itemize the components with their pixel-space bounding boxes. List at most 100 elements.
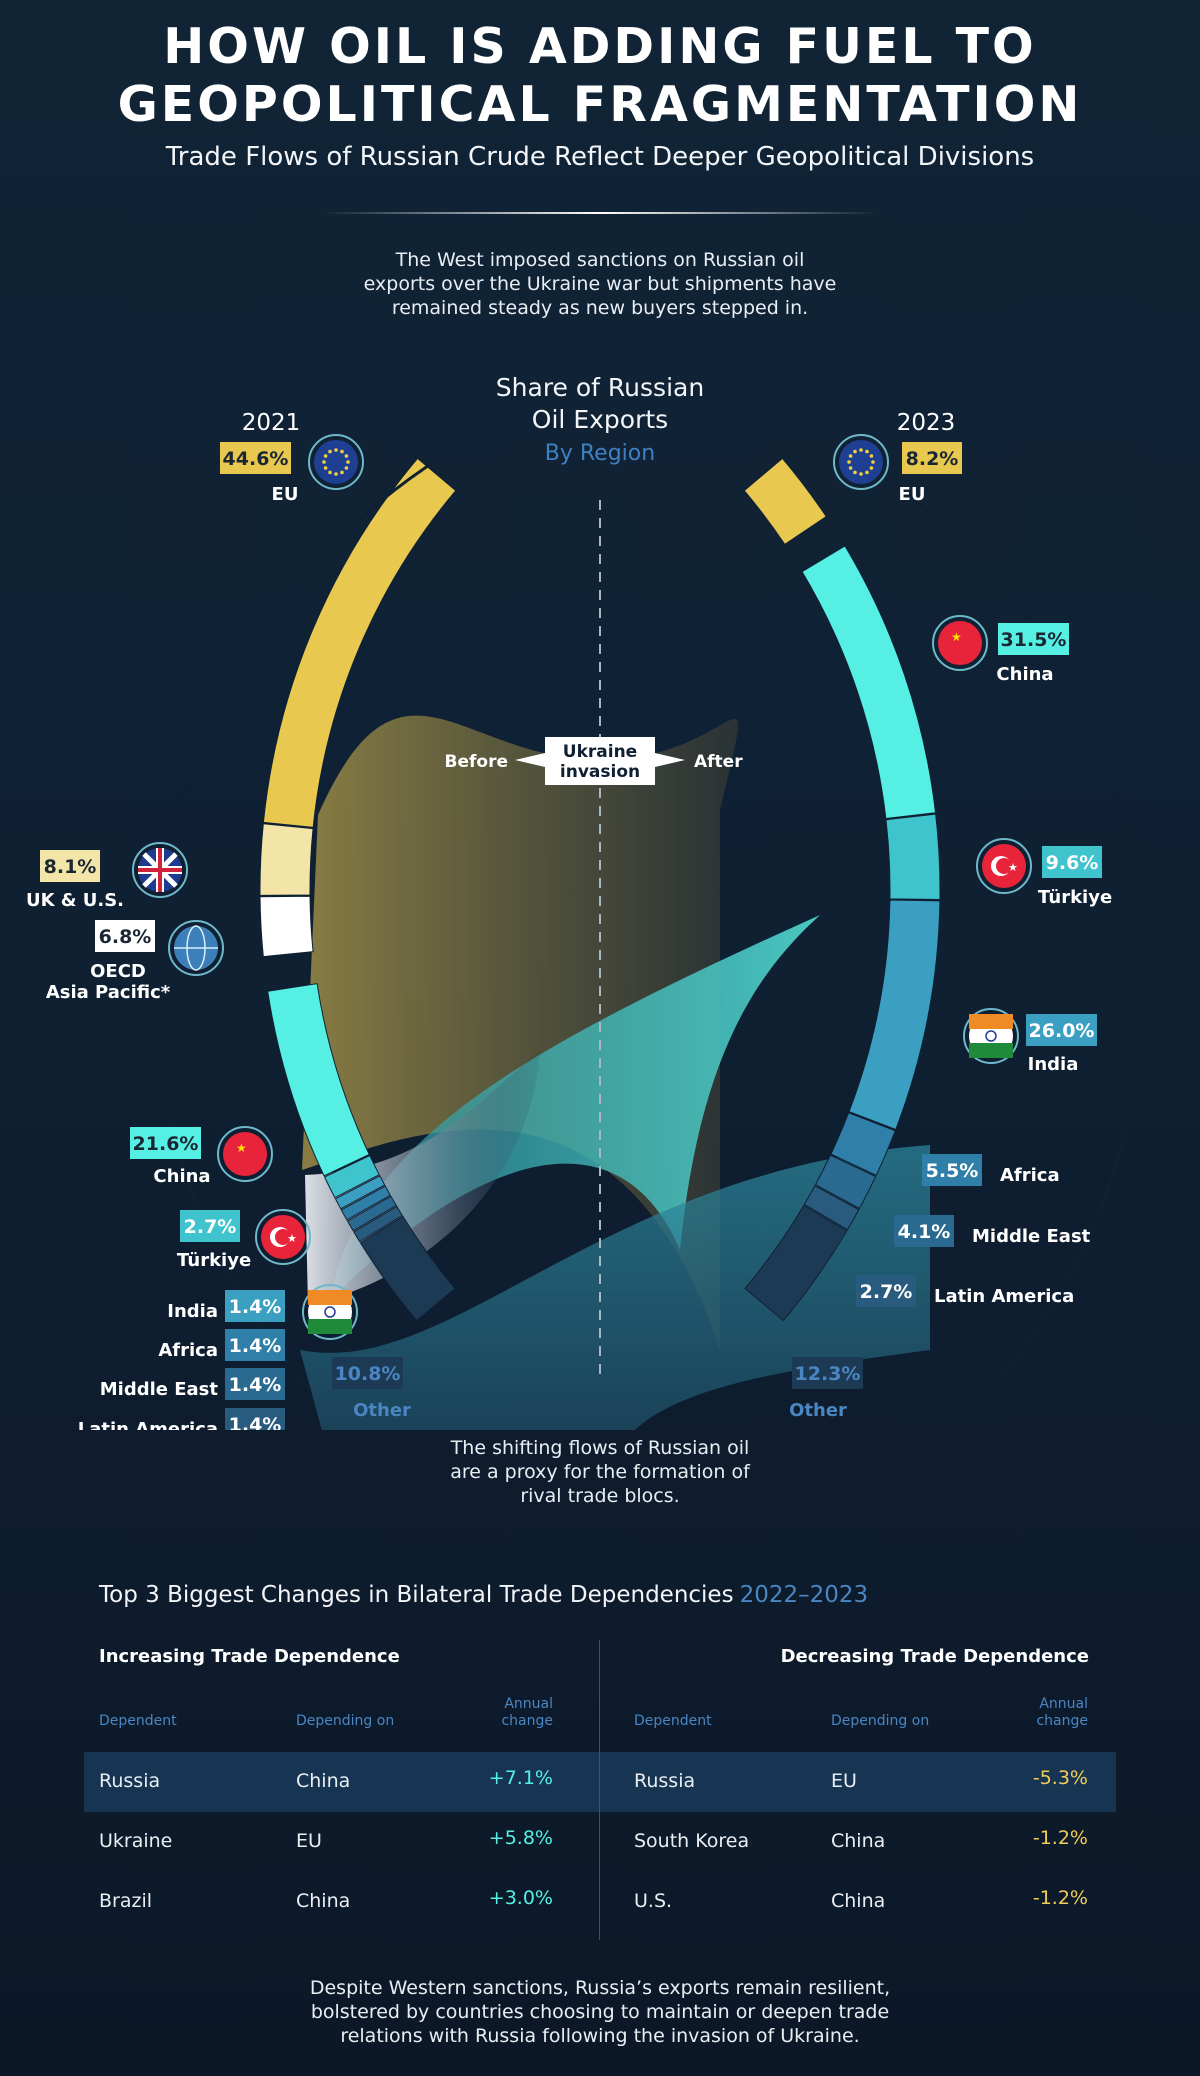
svg-text:★: ★ [1008,861,1018,874]
col-change-left-1: Annual [504,1696,553,1712]
left-middle-east-badge-bg [225,1368,285,1400]
arc-segment-t-rkiye [885,813,941,901]
turkey-flag-icon: ★ [976,838,1032,894]
right-other-value: 12.3% [795,1363,861,1385]
arc-segment-eu [743,457,827,546]
left-middle-east-value: 1.4% [229,1374,282,1396]
left-inner-arc [153,456,441,1391]
right-eu-value: 8.2% [906,448,959,470]
right-arc-2023 [743,457,941,1322]
arc-segment-africa [340,1185,392,1221]
right-year: 2023 [897,410,956,436]
left-oecd-asia-pacific--1-label: OECD [90,961,146,982]
left-china-value: 21.6% [133,1133,199,1155]
left-other-badge-bg [332,1357,403,1389]
right-africa-label: Africa [1000,1165,1060,1186]
left-other-badge: 10.8% [332,1357,403,1389]
left-africa-badge-bg [225,1329,285,1361]
table-period: 2022–2023 [739,1582,869,1608]
arc-segment-eu [262,457,457,828]
table-divider [599,1640,600,1940]
decreasing-row-3-change: -1.2% [1032,1887,1088,1909]
eu-flag-icon [308,434,364,490]
right-latin-america-badge-bg [856,1275,916,1307]
right-other-badge-bg [792,1357,863,1389]
increasing-row-1-dependent: Russia [99,1770,161,1792]
col-depending-left: Depending on [296,1713,395,1729]
left-china-label: China [153,1166,210,1187]
eu-flag-icon [833,434,889,490]
left-oecd-asia-pacific--badge-bg [95,920,155,952]
increasing-row-2-dependent: Ukraine [99,1830,173,1852]
flow-lower-bundle [300,1145,930,1430]
decreasing-row-1-dependent: Russia [634,1770,696,1792]
flow-eu-to-all [302,715,739,1350]
left-latin-america-badge: 1.4% [225,1408,285,1430]
increasing-row-3-depending-on: China [296,1890,351,1912]
svg-text:★: ★ [951,630,962,644]
increasing-heading: Increasing Trade Dependence [99,1646,400,1667]
right-t-rkiye-label: Türkiye [1038,887,1112,908]
right-t-rkiye-badge-bg [1042,846,1102,878]
left-middle-east-badge: 1.4% [225,1368,285,1400]
right-other-badge: 12.3% [792,1357,863,1389]
col-change-right: Annual change [1013,1696,1088,1730]
footer-text: Despite Western sanctions, Russia’s expo… [309,1977,891,2047]
right-india-label: India [1028,1054,1079,1075]
left-latin-america-label: Latin America [78,1419,218,1430]
decreasing-row-1-change: -5.3% [1032,1767,1088,1789]
left-t-rkiye-badge-bg [180,1210,240,1242]
table-title: Top 3 Biggest Changes in Bilateral Trade… [99,1582,868,1608]
arc-segment-india [848,899,941,1131]
right-eu-badge: 8.2% [902,442,962,474]
left-uk-u-s--label: UK & U.S. [26,890,124,911]
left-t-rkiye-badge: 2.7% [180,1210,240,1242]
right-latin-america-badge: 2.7% [856,1275,916,1307]
svg-text:★: ★ [287,1232,297,1245]
right-eu-badge-bg [902,442,962,474]
right-india-badge: 26.0% [1026,1014,1097,1046]
right-china-label: China [996,664,1053,685]
left-uk-u-s--badge: 8.1% [40,850,100,882]
arc-segment-other [744,1204,848,1322]
china-flag-icon: ★ [932,615,988,671]
col-dependent-right: Dependent [634,1713,712,1729]
left-middle-east-label: Middle East [100,1379,219,1400]
right-middle-east-value: 4.1% [898,1221,951,1243]
left-uk-u-s--value: 8.1% [44,856,97,878]
right-africa-value: 5.5% [926,1160,979,1182]
right-africa-badge-bg [922,1154,982,1186]
left-latin-america-badge-bg [225,1408,285,1430]
left-latin-america-value: 1.4% [229,1414,282,1430]
right-t-rkiye-badge: 9.6% [1042,846,1102,878]
right-china-badge-bg [998,623,1069,655]
outro-text: The shifting flows of Russian oil are a … [450,1437,750,1507]
col-dependent-left: Dependent [99,1713,177,1729]
increasing-row-3-change: +3.0% [488,1887,553,1909]
right-africa-badge: 5.5% [922,1154,982,1186]
title-line-1: HOW OIL IS ADDING FUEL TO [163,18,1037,75]
left-china-badge: 21.6% [130,1127,201,1159]
increasing-row-1-depending-on: China [296,1770,351,1792]
left-india-badge-bg [225,1290,285,1322]
decreasing-row-3-depending-on: China [831,1890,886,1912]
left-eu-label: EU [272,484,299,505]
col-change-left: Annual change [478,1696,553,1730]
arc-segment-africa [830,1112,896,1176]
right-latin-america-label: Latin America [934,1286,1074,1307]
chart-title-2: Oil Exports [532,405,668,434]
left-china-badge-bg [130,1127,201,1159]
right-other-label: Other [789,1400,847,1421]
left-africa-badge: 1.4% [225,1329,285,1361]
arc-segment-oecd-asia-pacific- [259,895,314,958]
turkey-flag-icon: ★ [255,1209,311,1265]
decreasing-row-2-dependent: South Korea [634,1830,750,1852]
left-t-rkiye-value: 2.7% [184,1216,237,1238]
right-china-badge: 31.5% [998,623,1069,655]
left-arc-2021 [259,457,457,1322]
globe-icon [168,920,224,976]
india-flag-icon [302,1284,358,1340]
svg-text:★: ★ [236,1141,247,1155]
left-africa-value: 1.4% [229,1335,282,1357]
